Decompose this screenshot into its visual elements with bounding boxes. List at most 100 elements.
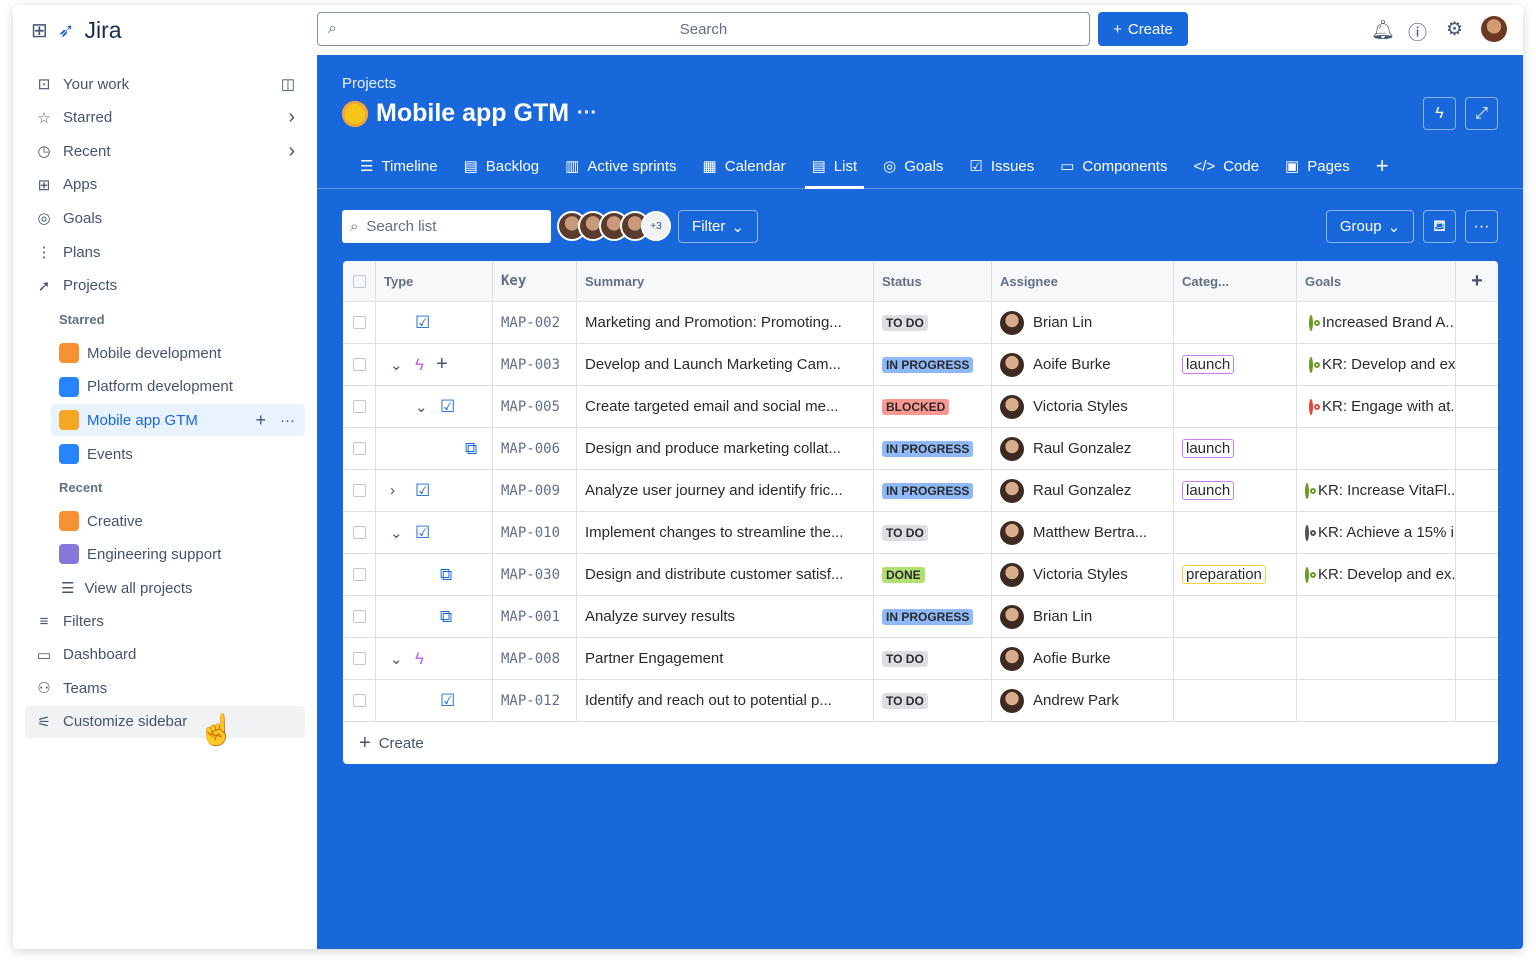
issue-key[interactable]: MAP-012 [501, 692, 561, 709]
issue-key[interactable]: MAP-008 [501, 650, 561, 667]
app-switcher-icon[interactable]: ⊞ [31, 20, 48, 42]
key-cell[interactable]: MAP-001 [493, 596, 577, 637]
row-checkbox[interactable] [352, 694, 366, 707]
assignee-cell[interactable]: Matthew Bertra... [992, 512, 1174, 553]
tab-code[interactable]: </> Code [1180, 145, 1272, 187]
assignee-cell[interactable]: Raul Gonzalez [992, 470, 1174, 511]
row-checkbox[interactable] [352, 442, 366, 455]
category-cell[interactable] [1174, 638, 1297, 679]
table-row[interactable]: ⧉ MAP-001 Analyze survey results IN PROGRES… [343, 596, 1498, 638]
chevron-down-icon[interactable]: ⌄ [390, 650, 403, 668]
row-checkbox[interactable] [352, 358, 366, 371]
issue-key[interactable]: MAP-002 [501, 314, 561, 331]
sidebar-item-projects[interactable]: ➚ Projects [25, 270, 305, 302]
column-header[interactable]: Summary [577, 261, 874, 301]
issue-summary[interactable]: Develop and Launch Marketing Cam... [585, 356, 841, 373]
issue-key[interactable]: MAP-006 [501, 440, 561, 457]
chevron-down-icon[interactable]: ⌄ [390, 524, 403, 542]
summary-cell[interactable]: Partner Engagement [577, 638, 874, 679]
assignee-cell[interactable]: Brian Lin [992, 302, 1174, 343]
row-checkbox[interactable] [352, 400, 366, 413]
sidebar-item-customize-sidebar[interactable]: ⚟ Customize sidebar [25, 705, 305, 738]
add-column-button[interactable]: + [1471, 269, 1483, 292]
goals-cell[interactable]: KR: Increase VitaFl... [1297, 470, 1456, 511]
status-badge[interactable]: IN PROGRESS [882, 440, 974, 457]
more-button[interactable]: ··· [1465, 210, 1498, 243]
summary-cell[interactable]: Develop and Launch Marketing Cam... [577, 344, 874, 385]
sidebar-item-recent[interactable]: ◷ Recent › [25, 135, 305, 167]
category-cell[interactable] [1174, 302, 1297, 343]
collapse-sidebar-icon[interactable]: ◫ [280, 76, 295, 93]
sidebar-item-starred[interactable]: ☆ Starred › [25, 102, 305, 134]
status-cell[interactable]: TO DO [874, 680, 992, 721]
chevron-down-icon[interactable]: ⌄ [390, 356, 403, 374]
sidebar-item-filters[interactable]: ≡ Filters [25, 605, 305, 637]
goals-cell[interactable]: KR: Develop and ex... [1297, 554, 1456, 595]
search-input[interactable]: ⌕ Search [317, 12, 1090, 46]
status-badge[interactable]: TO DO [882, 650, 928, 667]
issue-summary[interactable]: Marketing and Promotion: Promoting... [585, 314, 842, 331]
goals-cell[interactable]: Increased Brand A... [1297, 302, 1456, 343]
column-header[interactable]: Type [376, 261, 493, 301]
chevron-right-icon[interactable]: › [390, 482, 395, 499]
table-row[interactable]: ☑ MAP-012 Identify and reach out to potent… [343, 680, 1498, 722]
assignee-cell[interactable]: Victoria Styles [992, 386, 1174, 427]
key-cell[interactable]: MAP-010 [493, 512, 577, 553]
status-cell[interactable]: DONE [874, 554, 992, 595]
avatar-group[interactable]: +3 [557, 211, 671, 241]
tab-pages[interactable]: ▣ Pages [1272, 145, 1363, 187]
category-cell[interactable]: launch [1174, 344, 1297, 385]
status-badge[interactable]: IN PROGRESS [882, 482, 974, 499]
status-cell[interactable]: IN PROGRESS [874, 344, 992, 385]
key-cell[interactable]: MAP-003 [493, 344, 577, 385]
select-all-checkbox[interactable] [352, 274, 366, 288]
goals-cell[interactable]: KR: Engage with at... [1297, 386, 1456, 427]
status-badge[interactable]: BLOCKED [882, 398, 950, 415]
issue-key[interactable]: MAP-005 [501, 398, 561, 415]
breadcrumb[interactable]: Projects [342, 75, 397, 92]
more-icon[interactable]: ··· [577, 102, 598, 124]
sidebar-project[interactable]: Platform development [51, 371, 305, 403]
summary-cell[interactable]: Marketing and Promotion: Promoting... [577, 302, 874, 343]
row-checkbox[interactable] [352, 610, 366, 623]
key-cell[interactable]: MAP-012 [493, 680, 577, 721]
category-cell[interactable]: launch [1174, 428, 1297, 469]
search-list-input[interactable]: ⌕ Search list [342, 210, 551, 243]
category-cell[interactable]: launch [1174, 470, 1297, 511]
issue-summary[interactable]: Analyze user journey and identify fric..… [585, 482, 843, 499]
key-cell[interactable]: MAP-002 [493, 302, 577, 343]
goals-cell[interactable]: KR: Achieve a 15% i... [1297, 512, 1456, 553]
sidebar-item-goals[interactable]: ◎ Goals [25, 202, 305, 234]
sidebar-item-apps[interactable]: ⊞ Apps [25, 169, 305, 201]
group-button[interactable]: Group ⌄ [1326, 210, 1414, 243]
status-badge[interactable]: TO DO [882, 314, 928, 331]
profile-avatar[interactable] [1481, 16, 1507, 42]
issue-summary[interactable]: Design and produce marketing collat... [585, 440, 841, 457]
issue-summary[interactable]: Identify and reach out to potential p... [585, 692, 832, 709]
goals-cell[interactable] [1297, 680, 1456, 721]
column-header[interactable]: Key [493, 261, 577, 301]
summary-cell[interactable]: Analyze survey results [577, 596, 874, 637]
status-badge[interactable]: IN PROGRESS [882, 608, 974, 625]
issue-key[interactable]: MAP-001 [501, 608, 561, 625]
help-icon[interactable]: ⓘ [1408, 23, 1428, 44]
key-cell[interactable]: MAP-006 [493, 428, 577, 469]
automation-button[interactable]: ϟ [1423, 97, 1456, 130]
sidebar-project[interactable]: Engineering support [51, 538, 305, 570]
status-cell[interactable]: BLOCKED [874, 386, 992, 427]
assignee-cell[interactable]: Andrew Park [992, 680, 1174, 721]
table-row[interactable]: ⌄ ϟ + MAP-003 Develop and Launch Marketing C… [343, 344, 1498, 386]
status-cell[interactable]: TO DO [874, 302, 992, 343]
row-checkbox[interactable] [352, 484, 366, 497]
summary-cell[interactable]: Create targeted email and social me... [577, 386, 874, 427]
assignee-cell[interactable]: Raul Gonzalez [992, 428, 1174, 469]
more-icon[interactable]: ··· [280, 411, 295, 429]
row-checkbox[interactable] [352, 652, 366, 665]
status-cell[interactable]: TO DO [874, 638, 992, 679]
table-row[interactable]: ⧉ MAP-030 Design and distribute customer s… [343, 554, 1498, 596]
tab-active-sprints[interactable]: ▥ Active sprints [552, 145, 689, 187]
table-row[interactable]: ⌄ ☑ MAP-010 Implement changes to streamline… [343, 512, 1498, 554]
category-cell[interactable] [1174, 680, 1297, 721]
summary-cell[interactable]: Design and produce marketing collat... [577, 428, 874, 469]
sidebar-item-plans[interactable]: ⋮ Plans [25, 236, 305, 268]
